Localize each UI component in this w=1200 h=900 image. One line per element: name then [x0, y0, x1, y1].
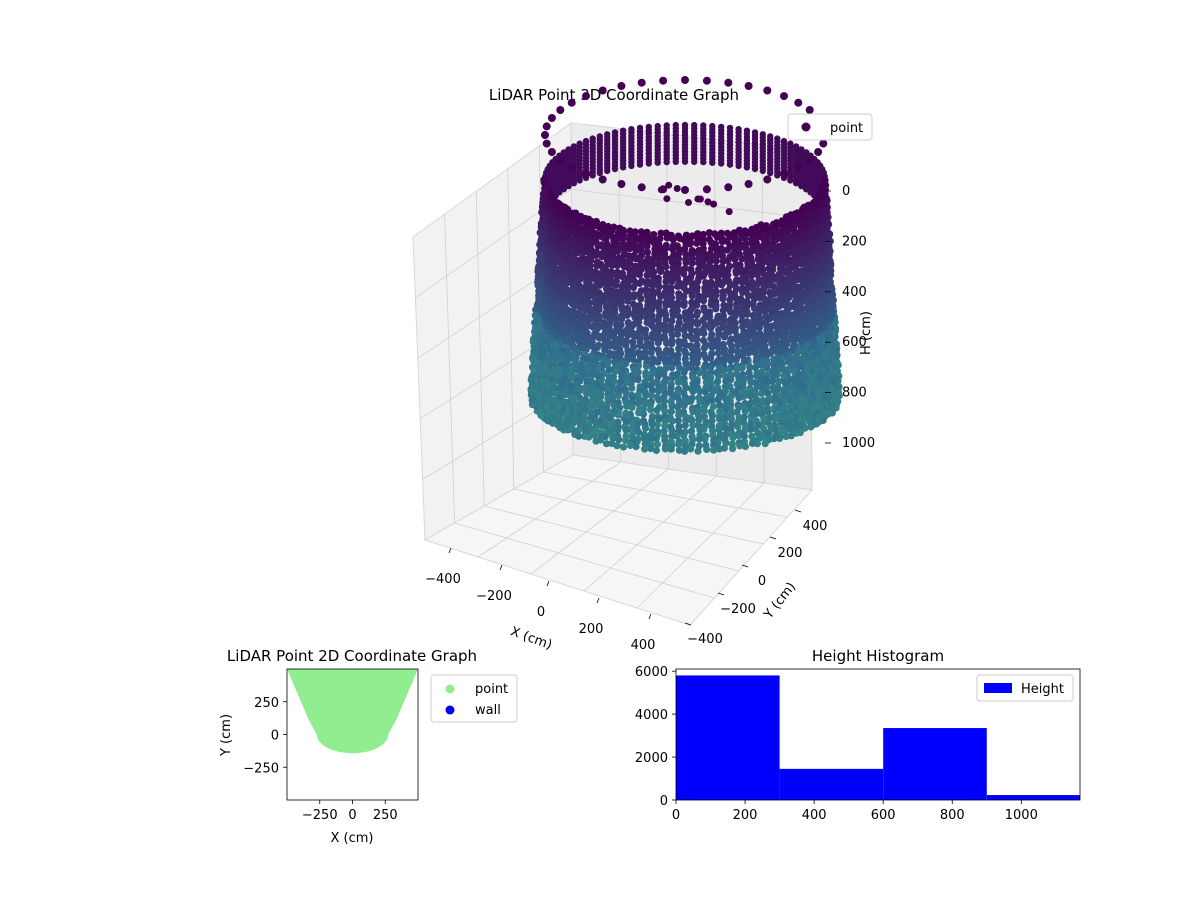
y-tick-label-2d: 0 — [271, 729, 279, 744]
z-tick-label-3d: 200 — [842, 234, 867, 249]
legend-2d-marker-wall — [445, 705, 455, 715]
histogram-bar — [883, 728, 987, 800]
z-tick-label-3d: 0 — [842, 184, 850, 199]
x-tick-label-histogram: 600 — [871, 808, 896, 823]
ticks-histogram: 0 200 400 600 800 1000 0 2000 4000 6000 — [635, 665, 1038, 823]
z-axis-label-3d: H (cm) — [859, 311, 874, 355]
x-tick-label-2d: −250 — [302, 808, 338, 823]
ticks-2d: −250 0 250 250 0 −250 — [243, 696, 397, 823]
x-tick-label-2d: 250 — [373, 808, 398, 823]
y-tick-3d — [684, 622, 692, 626]
x-axis-label-3d: X (cm) — [508, 624, 554, 653]
legend-histogram: Height — [976, 674, 1074, 702]
y-tick-3d — [741, 564, 749, 568]
y-tick-3d — [794, 509, 802, 513]
x-tick-label-histogram: 200 — [733, 808, 758, 823]
z-tick-label-3d: 1000 — [842, 436, 875, 451]
histogram-bars — [676, 675, 1080, 800]
z-tick-label-3d: 600 — [842, 335, 867, 350]
y-tick-label-2d: 250 — [254, 696, 279, 711]
legend-2d-marker-point — [445, 684, 455, 694]
legend-histogram-box — [976, 674, 1074, 702]
x-tick-label-histogram: 800 — [940, 808, 965, 823]
plot-3d: LiDAR Point 3D Coordinate Graph −400 −200… — [412, 76, 875, 653]
histogram-title: Height Histogram — [812, 647, 944, 665]
x-tick-label-2d: 0 — [348, 808, 356, 823]
x-tick-3d — [596, 597, 600, 604]
histogram-frame — [675, 668, 1081, 801]
x-tick-label-3d: −200 — [476, 589, 512, 604]
x-tick-label-3d: 200 — [579, 622, 604, 637]
legend-3d-marker-point — [801, 122, 811, 132]
legend-2d: point wall — [430, 674, 518, 723]
point-cloud-3d — [527, 76, 843, 455]
x-tick-label-histogram: 1000 — [1005, 808, 1038, 823]
x-tick-label-3d: 0 — [537, 605, 545, 620]
y-tick-label-3d: −200 — [720, 602, 756, 617]
x-tick-3d — [448, 547, 452, 554]
x-tick-label-histogram: 400 — [802, 808, 827, 823]
y-axis-label-2d: Y (cm) — [219, 714, 234, 757]
plot-3d-title: LiDAR Point 3D Coordinate Graph — [489, 86, 739, 104]
z-tick-label-3d: 800 — [842, 386, 867, 401]
x-tick-label-histogram: 0 — [672, 808, 680, 823]
plot-2d-title: LiDAR Point 2D Coordinate Graph — [227, 647, 477, 665]
x-tick-3d — [546, 580, 550, 587]
y-tick-label-histogram: 2000 — [635, 751, 668, 766]
plot-2d: LiDAR Point 2D Coordinate Graph −250 0 250… — [219, 647, 518, 846]
y-tick-label-3d: 0 — [758, 574, 766, 589]
legend-2d-label-wall: wall — [475, 703, 501, 718]
histogram-bar — [676, 675, 780, 800]
y-tick-label-histogram: 6000 — [635, 665, 668, 680]
y-tick-label-3d: −400 — [687, 632, 723, 647]
legend-3d-box — [787, 113, 873, 141]
y-tick-label-2d: −250 — [243, 761, 279, 776]
y-tick-label-histogram: 4000 — [635, 708, 668, 723]
x-tick-3d — [648, 613, 652, 620]
x-tick-3d — [499, 564, 503, 571]
x-tick-label-3d: 400 — [631, 638, 656, 653]
y-tick-3d — [717, 592, 725, 596]
y-tick-label-3d: 400 — [803, 519, 828, 534]
legend-3d: point — [787, 113, 873, 141]
y-tick-label-3d: 200 — [778, 546, 803, 561]
plot-2d-points — [287, 669, 418, 754]
legend-3d-label-point: point — [830, 121, 863, 136]
legend-histogram-label: Height — [1021, 682, 1064, 697]
legend-histogram-swatch — [984, 683, 1012, 693]
histogram-bar — [779, 768, 884, 800]
x-tick-label-3d: −400 — [425, 572, 461, 587]
histogram-bar — [986, 795, 1080, 800]
y-tick-label-histogram: 0 — [660, 794, 668, 809]
y-tick-3d — [769, 536, 777, 540]
z-tick-label-3d: 400 — [842, 285, 867, 300]
plot-histogram: Height Histogram 0 200 400 600 800 1000 0 2000 4… — [635, 647, 1081, 823]
x-axis-label-2d: X (cm) — [331, 831, 374, 846]
scatter-2d-point-region — [287, 669, 418, 754]
y-axis-label-3d: Y (cm) — [761, 580, 799, 623]
legend-2d-label-point: point — [475, 682, 508, 697]
